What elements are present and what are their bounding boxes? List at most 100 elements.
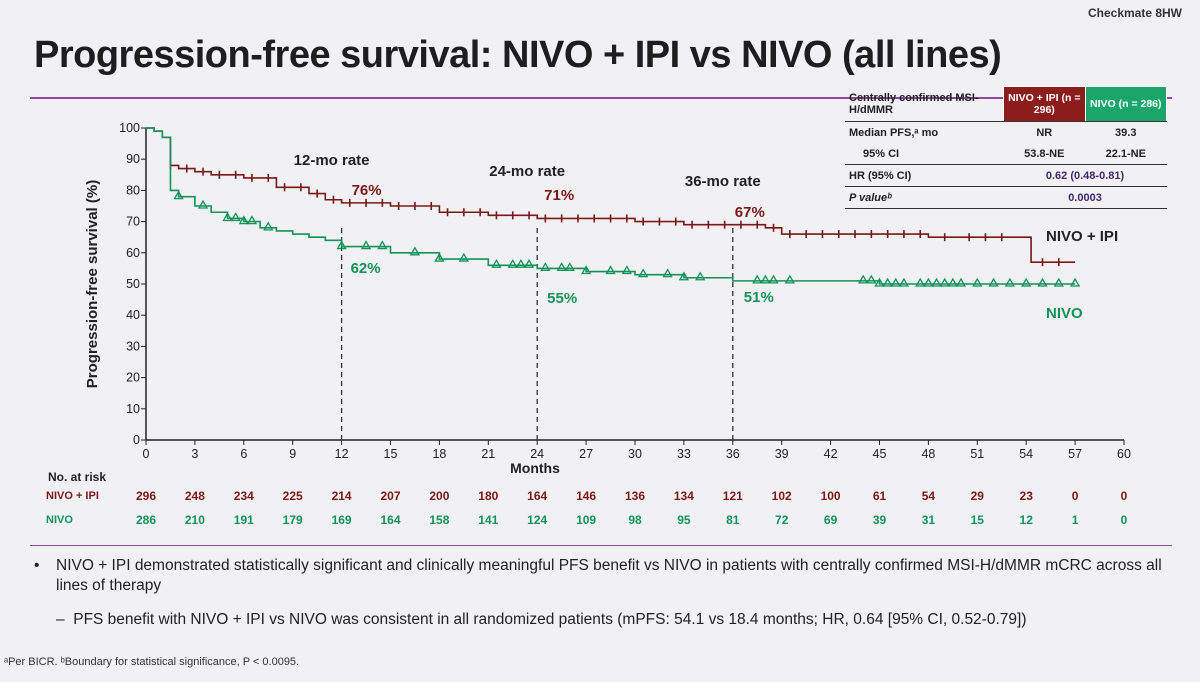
censor-mark-nivo <box>360 240 372 250</box>
censor-mark-nivo <box>898 277 910 287</box>
risk-value-nivo-ipi: 164 <box>527 489 547 503</box>
rate-nivo-12: 62% <box>351 260 381 277</box>
rate-nivo-ipi-36: 67% <box>735 204 765 221</box>
censor-mark-nivo <box>1053 277 1064 287</box>
censor-mark-nivo <box>866 274 877 284</box>
rate-nivo-ipi-12: 76% <box>352 182 382 199</box>
x-tick-label: 0 <box>143 447 150 461</box>
km-curves <box>146 127 1081 287</box>
risk-value-nivo: 39 <box>873 513 887 527</box>
rate-nivo-36: 51% <box>744 289 774 306</box>
censor-mark-nivo <box>858 274 869 284</box>
risk-value-nivo-ipi: 248 <box>185 489 205 503</box>
median-nivo-ipi: NR <box>1036 126 1053 139</box>
censor-mark-nivo <box>377 240 388 250</box>
risk-value-nivo-ipi: 225 <box>283 489 303 503</box>
risk-value-nivo: 95 <box>677 513 691 527</box>
x-tick-label: 3 <box>191 447 198 461</box>
censor-mark-nivo <box>947 277 958 287</box>
censor-mark-nivo <box>768 274 779 284</box>
censor-mark-nivo <box>638 268 649 278</box>
landmark-label-12: 12-mo rate <box>294 152 370 169</box>
censor-mark-nivo <box>238 215 249 225</box>
row-label: Median PFS,ᵃ mo <box>849 126 939 139</box>
censor-mark-nivo <box>882 277 893 287</box>
censor-mark-nivo <box>621 265 632 275</box>
y-tick-label: 10 <box>126 402 140 416</box>
risk-value-nivo-ipi: 214 <box>332 489 352 503</box>
ci-nivo-ipi: 53.8-NE <box>1003 143 1086 165</box>
risk-value-nivo-ipi: 180 <box>478 489 498 503</box>
risk-value-nivo: 98 <box>628 513 642 527</box>
col-header-nivo: NIVO (n = 286) <box>1084 86 1168 122</box>
hr-value: 0.62 (0.48-0.81) <box>1003 164 1167 187</box>
study-name: Checkmate 8HW <box>1087 6 1182 20</box>
y-tick-label: 50 <box>126 277 140 291</box>
x-tick-label: 30 <box>628 447 642 461</box>
censor-mark-nivo <box>605 265 616 275</box>
risk-value-nivo-ipi: 146 <box>576 489 596 503</box>
y-tick-label: 80 <box>126 183 140 197</box>
risk-value-nivo: 164 <box>380 513 400 527</box>
censor-mark-nivo <box>1004 277 1016 287</box>
risk-value-nivo-ipi: 100 <box>821 489 841 503</box>
bullet-dash: – <box>56 611 74 628</box>
y-tick-label: 100 <box>119 121 140 135</box>
censor-mark-nivo <box>230 212 241 222</box>
x-axis-title: Months <box>510 460 560 476</box>
risk-value-nivo-ipi: 207 <box>380 489 400 503</box>
y-tick-label: 90 <box>126 152 140 166</box>
censor-mark-nivo <box>515 258 527 268</box>
y-tick-label: 20 <box>126 371 140 385</box>
risk-value-nivo-ipi: 54 <box>922 489 936 503</box>
censor-mark-nivo <box>523 258 535 268</box>
risk-value-nivo-ipi: 102 <box>772 489 792 503</box>
risk-value-nivo: 69 <box>824 513 838 527</box>
censor-mark-nivo <box>678 271 690 281</box>
x-tick-label: 36 <box>726 447 740 461</box>
risk-value-nivo-ipi: 136 <box>625 489 645 503</box>
censor-mark-nivo <box>507 258 518 268</box>
risk-value-nivo: 72 <box>775 513 789 527</box>
row-label: 95% CI <box>845 143 1004 165</box>
censor-mark-nivo <box>931 277 942 287</box>
summary-table: Centrally confirmed MSI-H/dMMR NIVO + IP… <box>845 86 1168 209</box>
bottom-divider <box>30 545 1172 546</box>
risk-value-nivo: 179 <box>283 513 303 527</box>
series-label-nivo-ipi: NIVO + IPI <box>1046 228 1118 245</box>
censor-mark-nivo <box>890 277 901 287</box>
y-tick-label: 30 <box>126 339 140 353</box>
median-nivo: 39.3 <box>1115 126 1137 139</box>
risk-value-nivo-ipi: 234 <box>234 489 254 503</box>
row-median-pfs: Median PFS,ᵃ mo NR 39.3 <box>845 122 1167 144</box>
risk-value-nivo: 158 <box>429 513 449 527</box>
censor-mark-nivo <box>336 240 347 250</box>
x-tick-label: 33 <box>677 447 691 461</box>
landmark-lines <box>340 224 734 440</box>
x-tick-label: 60 <box>1117 447 1131 461</box>
risk-value-nivo-ipi: 134 <box>674 489 694 503</box>
censor-mark-nivo <box>491 258 502 268</box>
risk-table-header: No. at risk <box>48 470 107 484</box>
x-tick-label: 57 <box>1068 447 1082 461</box>
risk-label-nivo: NIVO <box>46 514 73 526</box>
y-tick-label: 70 <box>126 215 140 229</box>
slide-title: Progression-free survival: NIVO + IPI vs… <box>34 34 1002 76</box>
row-hr: HR (95% CI) 0.62 (0.48-0.81) <box>845 164 1167 187</box>
risk-table: 2962862482102341912251792141692071642001… <box>136 489 1128 527</box>
risk-value-nivo-ipi: 200 <box>429 489 449 503</box>
censor-mark-nivo <box>1037 277 1048 287</box>
rate-nivo-24: 55% <box>547 290 577 307</box>
bullet-sub: – PFS benefit with NIVO + IPI vs NIVO wa… <box>56 611 1026 629</box>
censor-mark-nivo <box>222 212 233 222</box>
series-label-nivo: NIVO <box>1046 305 1083 322</box>
x-tick-label: 24 <box>530 447 544 461</box>
censor-mark-nivo <box>955 277 967 287</box>
censor-mark-nivo <box>564 262 575 272</box>
x-tick-label: 54 <box>1019 447 1033 461</box>
bullet-main-text: NIVO + IPI demonstrated statistically si… <box>56 557 1162 594</box>
censor-mark-nivo <box>915 277 926 287</box>
risk-value-nivo-ipi: 23 <box>1020 489 1034 503</box>
censor-mark-nivo <box>874 277 885 287</box>
